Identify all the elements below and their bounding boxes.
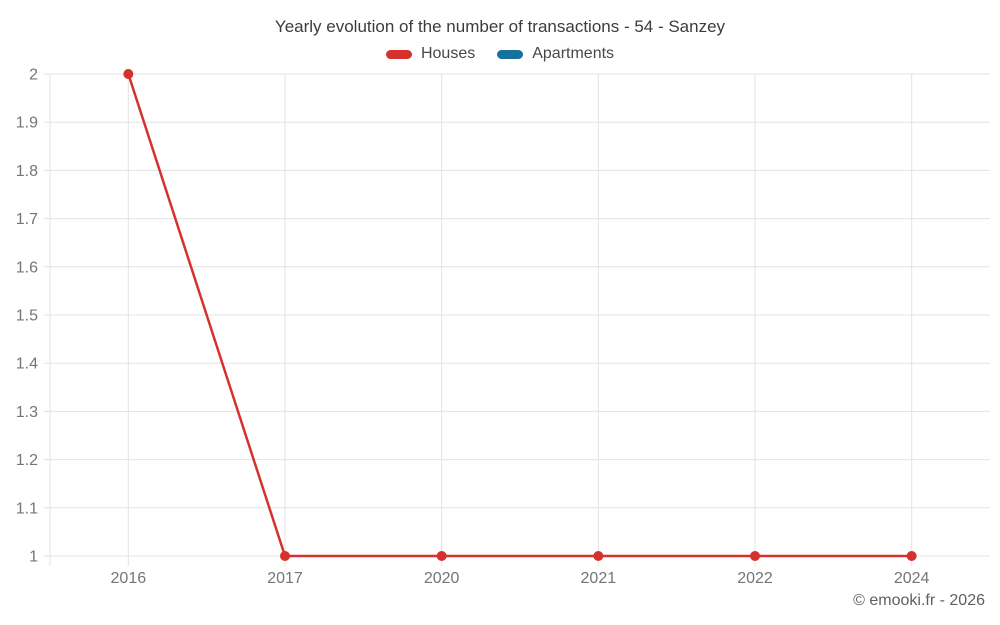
x-axis-tick-label: 2017 (267, 570, 303, 587)
y-axis-tick-label: 1.8 (16, 163, 38, 180)
copyright-text: © emooki.fr - 2026 (853, 592, 985, 609)
legend: Houses Apartments (0, 45, 1000, 63)
x-axis-tick-label: 2016 (111, 570, 147, 587)
legend-label-houses: Houses (420, 45, 476, 62)
y-axis-tick-label: 1.9 (16, 115, 38, 132)
data-point-houses[interactable] (906, 551, 917, 561)
y-axis-tick-label: 2 (29, 67, 38, 84)
chart-title: Yearly evolution of the number of transa… (274, 17, 726, 36)
data-point-houses[interactable] (280, 551, 290, 561)
y-axis-tick-label: 1.1 (16, 500, 38, 517)
apartments-swatch-icon (497, 49, 524, 59)
y-axis-tick-label: 1.6 (16, 259, 38, 276)
y-axis-tick-label: 1 (29, 549, 38, 566)
legend-label-apartments: Apartments (532, 45, 615, 62)
x-axis-tick-label: 2020 (424, 570, 460, 587)
data-point-houses[interactable] (436, 551, 447, 561)
x-axis-tick-label: 2024 (894, 570, 930, 587)
y-axis-tick-label: 1.3 (16, 404, 38, 421)
legend-item-apartments[interactable]: Apartments (497, 45, 614, 63)
x-axis-tick-label: 2022 (737, 570, 773, 587)
y-axis-tick-label: 1.5 (16, 308, 38, 325)
y-axis-tick-label: 1.2 (16, 452, 38, 469)
data-point-houses[interactable] (123, 69, 134, 79)
data-point-houses[interactable] (750, 551, 760, 561)
y-axis-tick-label: 1.4 (16, 356, 38, 373)
y-axis-tick-label: 1.7 (16, 211, 38, 228)
x-axis-tick-label: 2021 (581, 570, 617, 587)
legend-item-houses[interactable]: Houses (385, 45, 476, 63)
data-point-houses[interactable] (593, 551, 604, 561)
houses-swatch-icon (385, 49, 412, 59)
series-line-houses (127, 72, 913, 558)
